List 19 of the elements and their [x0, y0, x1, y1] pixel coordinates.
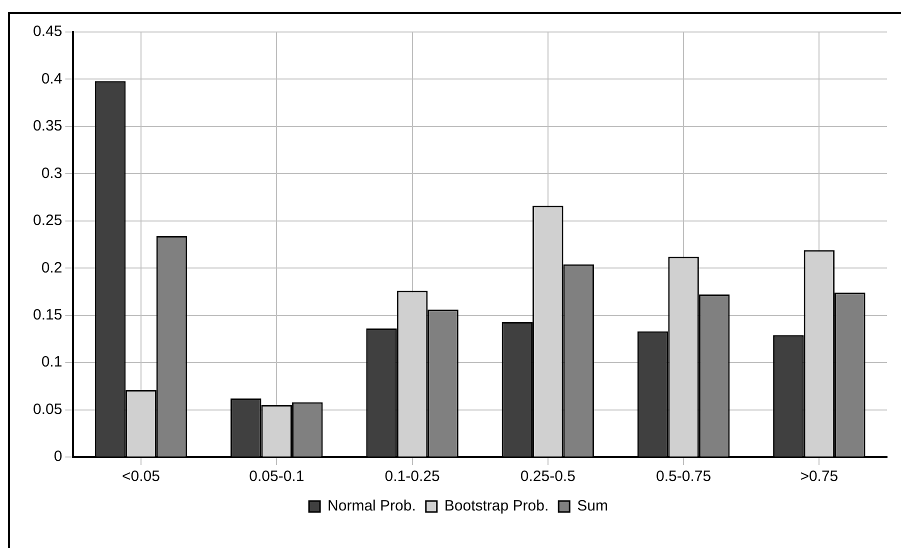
y-tick-label: 0.3 — [41, 164, 62, 182]
x-tick-label: <0.05 — [122, 468, 160, 486]
x-tick-label: 0.25-0.5 — [520, 468, 576, 486]
y-tick-label: 0 — [54, 448, 62, 466]
y-tick-label: 0.2 — [41, 259, 62, 276]
y-tick-label: 0.45 — [32, 23, 62, 40]
legend-label: Normal Prob. — [328, 498, 416, 515]
x-tick-label: >0.75 — [800, 468, 838, 486]
y-tick-label: 0.4 — [41, 70, 62, 88]
y-tick-label: 0.05 — [32, 400, 62, 418]
y-tick-label: 0.15 — [32, 306, 62, 324]
y-tick-label: 0.35 — [32, 118, 62, 135]
legend-label: Sum — [577, 498, 608, 515]
x-tick-label: 0.1-0.25 — [384, 468, 440, 486]
legend-label: Bootstrap Prob. — [444, 498, 549, 515]
y-tick-label: 0.25 — [32, 212, 62, 230]
y-tick-label: 0.1 — [41, 354, 62, 371]
x-tick-label: 0.05-0.1 — [249, 468, 304, 486]
x-tick-label: 0.5-0.75 — [656, 468, 712, 486]
